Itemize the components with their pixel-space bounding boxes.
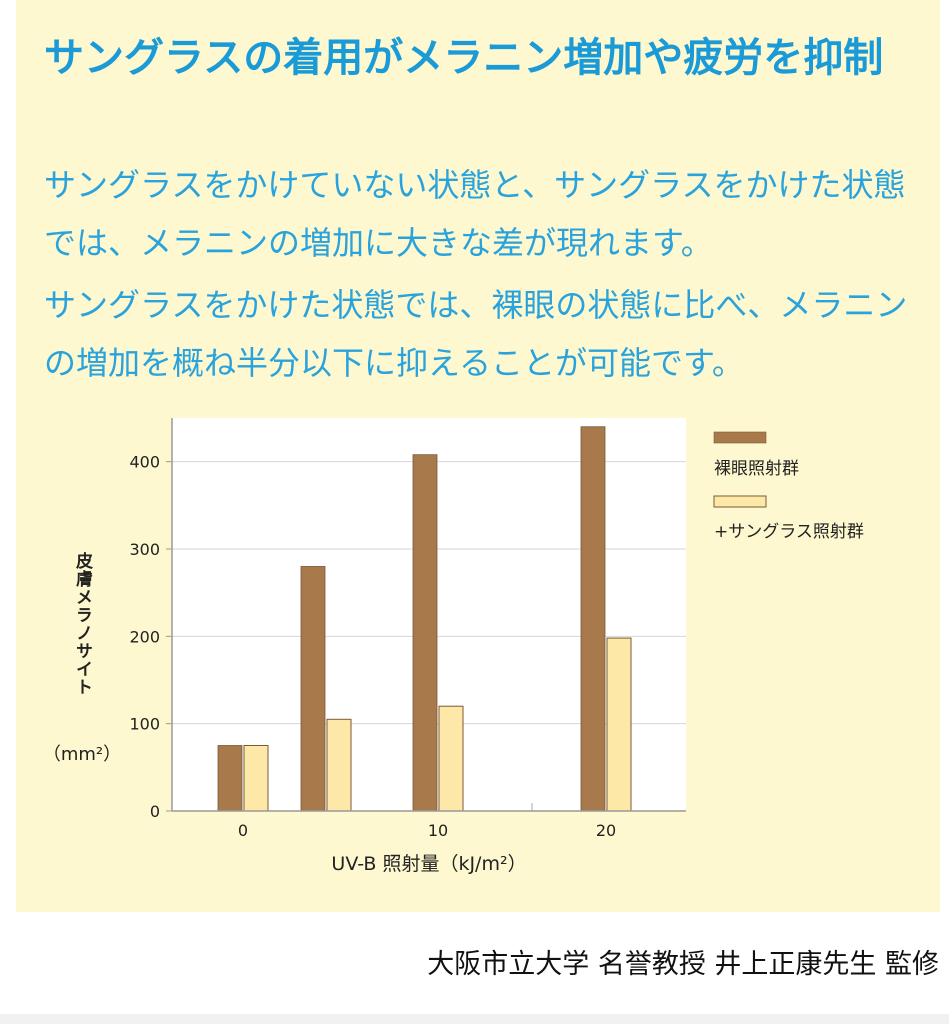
legend-swatch-0: [713, 431, 767, 444]
legend-label-0: 裸眼照射群: [714, 459, 799, 479]
supervisor-credit: 大阪市立大学 名誉教授 井上正康先生 監修: [427, 949, 939, 980]
y-tick-0: 0: [150, 802, 160, 821]
y-tick-labels: 0 100 200 300 400: [129, 453, 172, 821]
bar-sunglasses-2: [438, 705, 464, 812]
bar-sunglasses-3: [606, 637, 632, 812]
y-tick-400: 400: [129, 453, 160, 472]
y-tick-300: 300: [129, 540, 160, 559]
y-tick-100: 100: [129, 715, 160, 734]
bar-sunglasses-0: [243, 745, 269, 812]
page-title: サングラスの着用がメラニン増加や疲労を抑制: [44, 35, 884, 81]
x-axis-label: UV-B 照射量（kJ/m²）: [331, 853, 526, 875]
y-axis-unit: （mm²）: [43, 744, 121, 765]
legend: 裸眼照射群 +サングラス照射群: [713, 431, 864, 542]
x-tick-0: 0: [238, 821, 248, 840]
bar-sunglasses-1: [326, 718, 352, 812]
bar-naked-eye-2: [412, 454, 438, 812]
y-tick-200: 200: [129, 627, 160, 646]
bars: [217, 426, 632, 812]
intro-paragraph-1: サングラスをかけていない状態と、サングラスをかけた状態では、メラニンの増加に大き…: [44, 166, 906, 262]
x-tick-20: 20: [596, 821, 616, 840]
bar-naked-eye-3: [580, 426, 606, 812]
bottom-divider: [0, 1014, 949, 1024]
bar-naked-eye-1: [300, 566, 326, 812]
legend-label-1: +サングラス照射群: [714, 522, 864, 542]
bar-naked-eye-0: [217, 745, 243, 812]
legend-swatch-1: [713, 495, 767, 508]
x-tick-10: 10: [428, 821, 448, 840]
x-tick-labels: 0 10 20: [238, 803, 616, 840]
y-axis-label: 皮膚メラノサイト: [72, 551, 93, 696]
intro-paragraph-2: サングラスをかけた状態では、裸眼の状態に比べ、メラニンの増加を概ね半分以下に抑え…: [44, 286, 908, 382]
